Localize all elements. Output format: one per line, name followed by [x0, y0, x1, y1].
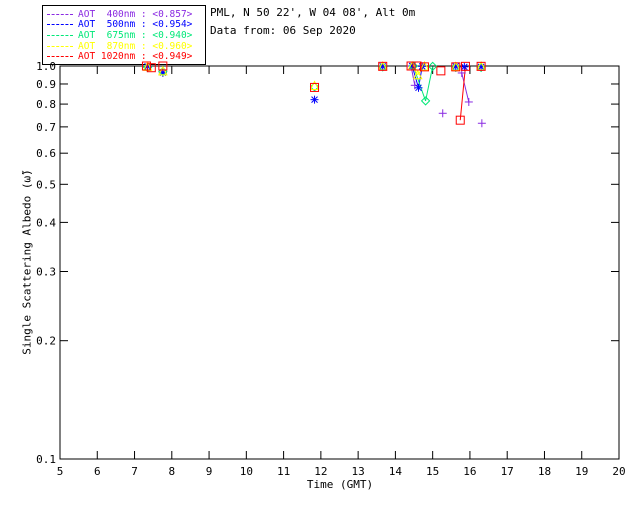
data-point-marker-diamond [378, 62, 388, 72]
series-line-segment [425, 66, 434, 102]
y-tick-label: 0.8 [36, 98, 56, 111]
data-point-marker-square [378, 61, 388, 71]
plot-frame [59, 65, 620, 460]
legend-entry: AOT 400nm : <0.857> [47, 9, 201, 20]
y-tick-label: 0.3 [36, 265, 56, 278]
y-tick-label: 0.7 [36, 121, 56, 134]
data-point-marker-asterisk [310, 95, 319, 104]
x-tick-label: 12 [314, 465, 327, 478]
data-point-marker-square [476, 61, 486, 71]
legend-label: AOT 1020nm : <0.949> [78, 51, 193, 63]
legend-label: AOT 870nm : <0.960> [78, 40, 193, 52]
data-point-marker-diamond [476, 62, 486, 73]
y-tick-label: 1.0 [36, 60, 56, 73]
series-line-segment [461, 72, 470, 103]
data-point-marker-triangle [450, 61, 461, 71]
y-tick-label: 0.5 [36, 178, 56, 191]
data-point-marker-square [412, 61, 422, 71]
data-point-marker-square [158, 61, 168, 71]
data-point-marker-diamond [427, 61, 438, 72]
date-subtitle: Data from: 06 Sep 2020 [210, 24, 356, 37]
y-tick-label: 0.4 [36, 216, 56, 229]
data-point-marker-asterisk [414, 83, 423, 92]
x-axis-label: Time (GMT) [306, 478, 374, 491]
x-tick-label: 17 [501, 465, 514, 478]
legend-line-sample [47, 24, 73, 26]
data-point-marker-square [436, 66, 446, 76]
data-point-marker-diamond [451, 62, 461, 73]
x-tick-label: 13 [352, 465, 365, 478]
legend-entry: AOT 675nm : <0.940> [47, 30, 201, 41]
legend-entry: AOT 1020nm : <0.949> [47, 51, 201, 62]
data-point-marker-square [141, 61, 151, 71]
x-tick-label: 6 [94, 465, 101, 478]
x-tick-label: 8 [168, 465, 175, 478]
data-point-marker-diamond [420, 96, 431, 106]
legend-line-sample [47, 45, 73, 47]
legend-line-sample [47, 34, 73, 36]
legend-line-sample [47, 56, 73, 58]
data-point-marker-triangle [158, 65, 168, 76]
y-tick-label: 0.9 [36, 78, 56, 91]
data-point-marker-square [406, 61, 416, 71]
x-tick-label: 7 [131, 465, 138, 478]
y-axis-label: Single Scattering Albedo (ω̃) [20, 169, 34, 355]
legend-box: AOT 400nm : <0.857> AOT 500nm : <0.954> AO… [42, 5, 206, 65]
x-tick-label: 11 [277, 465, 290, 478]
x-tick-label: 16 [463, 465, 476, 478]
station-title: PML, N 50 22', W 04 08', Alt 0m [210, 6, 416, 19]
x-tick-label: 5 [57, 465, 64, 478]
x-tick-label: 19 [575, 465, 588, 478]
data-point-marker-diamond [309, 82, 320, 92]
legend-label: AOT 675nm : <0.940> [78, 29, 193, 41]
legend-entry: AOT 870nm : <0.960> [47, 41, 201, 52]
y-tick-label: 0.2 [36, 335, 56, 348]
data-point-marker-plus [464, 97, 473, 106]
legend-line-sample [47, 13, 73, 15]
legend-entry: AOT 500nm : <0.954> [47, 19, 201, 31]
data-point-marker-triangle [309, 80, 320, 91]
y-tick-label: 0.6 [36, 147, 56, 160]
data-point-marker-triangle [412, 69, 423, 80]
x-tick-label: 10 [240, 465, 253, 478]
x-tick-label: 9 [206, 465, 213, 478]
y-tick-label: 0.1 [36, 453, 56, 466]
legend-label: AOT 500nm : <0.954> [78, 19, 193, 31]
series-line-segment [459, 66, 466, 121]
data-point-marker-square [460, 61, 470, 71]
data-point-marker-square [310, 82, 320, 92]
data-point-marker-square [451, 62, 461, 72]
x-tick-label: 15 [426, 465, 439, 478]
x-tick-label: 18 [538, 465, 551, 478]
data-point-marker-square [455, 115, 465, 125]
data-point-marker-square [419, 62, 429, 72]
legend-label: AOT 400nm : <0.857> [78, 8, 193, 20]
data-point-marker-plus [438, 109, 447, 118]
data-point-marker-plus [477, 119, 486, 128]
data-point-marker-square [146, 63, 156, 73]
data-point-marker-triangle [419, 60, 430, 71]
x-tick-label: 14 [389, 465, 403, 478]
x-tick-label: 20 [612, 465, 625, 478]
